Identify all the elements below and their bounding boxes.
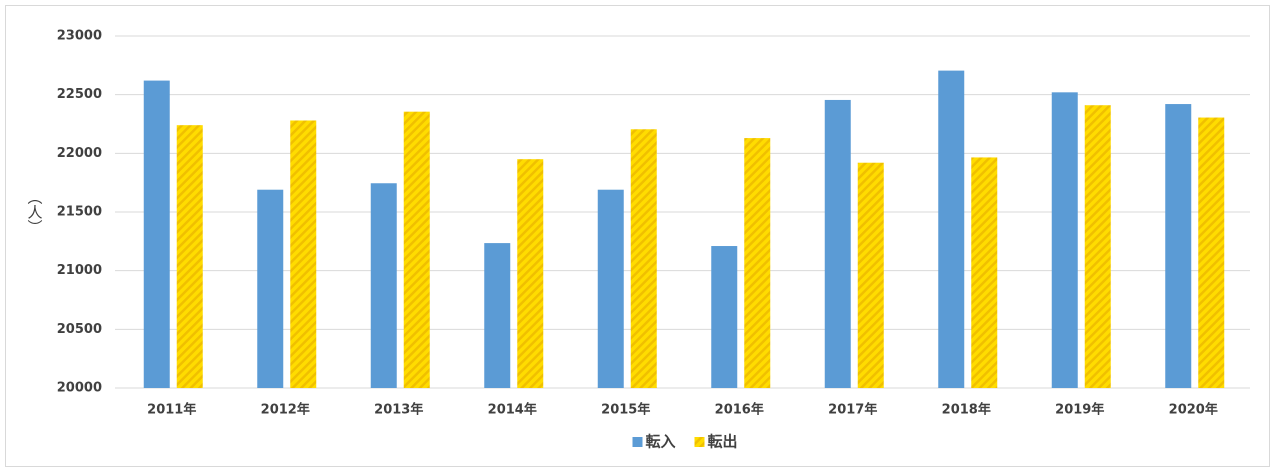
bar — [630, 129, 657, 388]
y-tick-label: 22500 — [57, 87, 102, 102]
y-tick-label: 21500 — [57, 205, 102, 220]
y-tick-label: 20000 — [57, 381, 102, 396]
x-tick-label: 2013年 — [374, 402, 423, 418]
x-tick-label: 2020年 — [1169, 402, 1218, 418]
bar — [290, 120, 317, 388]
x-tick-label: 2017年 — [828, 402, 877, 418]
bar — [744, 138, 771, 388]
bar — [257, 189, 284, 388]
bar — [1051, 92, 1078, 388]
legend-swatch — [694, 437, 705, 447]
bar — [711, 246, 738, 388]
y-tick-label: 23000 — [57, 29, 102, 44]
x-tick-label: 2014年 — [488, 402, 537, 418]
legend-label: 転出 — [708, 433, 738, 451]
x-tick-label: 2011年 — [147, 402, 196, 418]
legend-label: 転入 — [646, 433, 676, 451]
x-tick-label: 2012年 — [261, 402, 310, 418]
y-tick-label: 22000 — [57, 146, 102, 161]
bar — [403, 111, 430, 389]
y-tick-label: 21000 — [57, 263, 102, 278]
bar — [1198, 117, 1225, 389]
x-tick-label: 2018年 — [942, 402, 991, 418]
bar — [484, 243, 511, 388]
bar — [938, 70, 965, 388]
bar — [971, 157, 998, 388]
bar — [1084, 105, 1111, 388]
y-axis-title: （人） — [26, 190, 44, 235]
legend-swatch — [632, 437, 643, 447]
x-tick-label: 2016年 — [715, 402, 764, 418]
bar — [370, 183, 397, 388]
x-tick-label: 2019年 — [1055, 402, 1104, 418]
bar — [1165, 104, 1192, 388]
bar — [176, 125, 203, 388]
bar — [143, 80, 170, 388]
bar — [517, 159, 544, 388]
y-tick-label: 20500 — [57, 322, 102, 337]
bar — [597, 189, 624, 388]
x-tick-label: 2015年 — [601, 402, 650, 418]
bar — [824, 99, 851, 389]
bar — [857, 162, 884, 388]
